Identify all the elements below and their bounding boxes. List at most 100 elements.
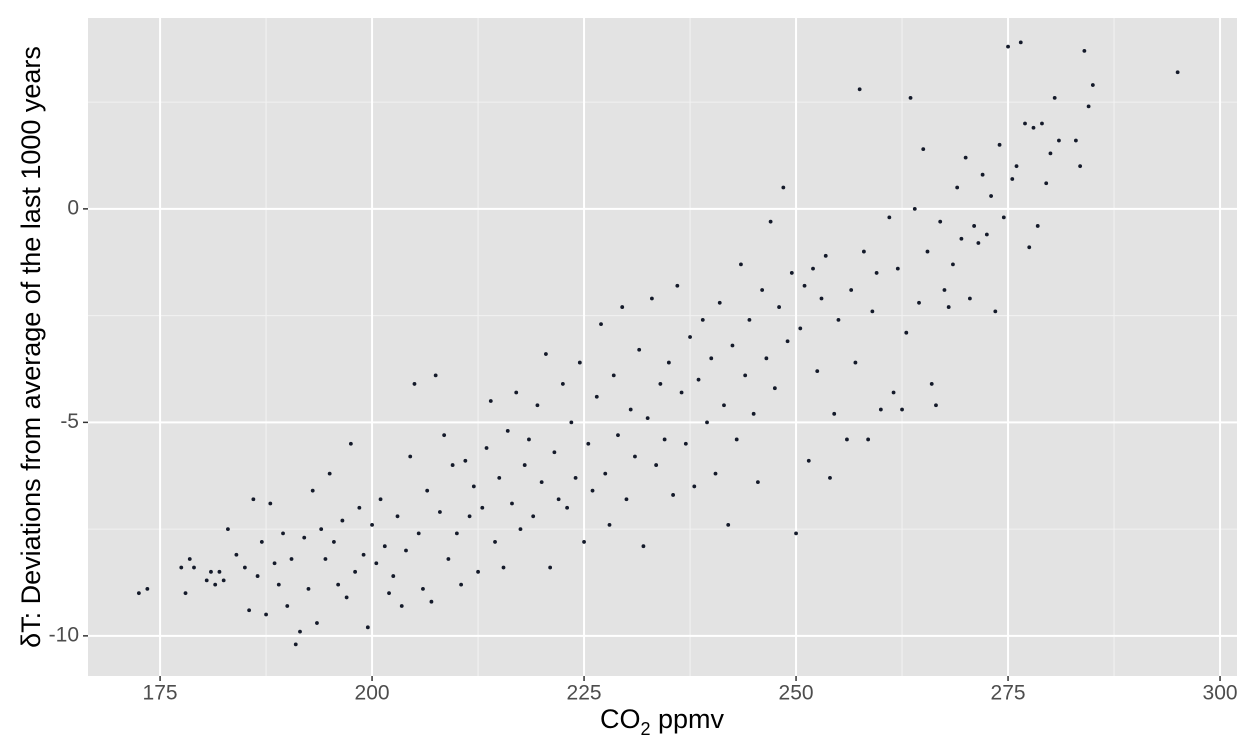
point [832, 411, 837, 416]
point [772, 386, 777, 391]
point [416, 531, 421, 536]
y-tick-label: -5 [60, 410, 79, 433]
x-axis-title: CO2 ppmv [600, 704, 725, 739]
point [251, 497, 256, 502]
point [255, 574, 260, 578]
point [662, 437, 667, 442]
point [505, 429, 510, 433]
point [1023, 121, 1027, 126]
point [268, 501, 273, 506]
point [285, 604, 290, 608]
point [641, 544, 646, 549]
point [823, 253, 828, 258]
point [421, 586, 425, 591]
point [929, 382, 934, 386]
point [395, 514, 400, 519]
point [446, 557, 451, 561]
point [510, 501, 514, 506]
point [319, 527, 324, 532]
point [798, 326, 803, 331]
point [836, 317, 841, 322]
point [552, 450, 557, 455]
point [136, 591, 141, 596]
point [293, 642, 298, 647]
point [221, 578, 226, 583]
point [1014, 164, 1019, 169]
point [607, 522, 612, 527]
point [590, 488, 595, 493]
point [857, 87, 862, 92]
point [374, 561, 379, 566]
point [921, 147, 926, 151]
point [556, 497, 561, 502]
x-title-subscript: 2 [640, 719, 650, 739]
point [183, 591, 188, 596]
point [603, 471, 608, 476]
point [802, 283, 807, 288]
point [323, 557, 328, 561]
point [425, 488, 430, 493]
point [755, 480, 760, 485]
point [204, 578, 209, 583]
point [438, 510, 442, 514]
point [242, 565, 247, 570]
point [391, 574, 396, 578]
point [637, 347, 642, 352]
point [895, 266, 900, 271]
point [696, 377, 701, 382]
point [777, 305, 781, 309]
point [713, 471, 718, 476]
point [357, 505, 362, 510]
point [870, 309, 875, 314]
point [739, 262, 743, 267]
point [484, 446, 489, 450]
points [136, 40, 1180, 647]
point [387, 591, 391, 596]
point [281, 531, 285, 536]
point [264, 612, 268, 617]
point [467, 514, 472, 519]
point [497, 475, 502, 480]
point [1090, 83, 1095, 87]
point [404, 548, 408, 553]
point [861, 249, 866, 254]
point [145, 586, 150, 591]
point [789, 271, 794, 275]
point [1001, 215, 1006, 220]
point [946, 305, 951, 309]
point [459, 582, 464, 587]
point [382, 544, 387, 549]
point [187, 557, 192, 561]
point [272, 561, 277, 566]
point [730, 343, 735, 348]
point [709, 356, 714, 361]
point [679, 390, 684, 395]
ticks: 175 200 225 250 275 300 -10 -5 0 [49, 196, 1238, 704]
point [565, 505, 570, 510]
point [560, 382, 565, 386]
point [955, 185, 960, 190]
y-tick-label: 0 [67, 196, 79, 219]
x-title-part: CO [600, 704, 641, 734]
point [1035, 224, 1040, 228]
point [726, 522, 731, 527]
point [980, 172, 985, 177]
point [666, 360, 671, 365]
point [912, 206, 917, 211]
point [433, 373, 438, 378]
plot-panel [88, 18, 1237, 676]
point [298, 629, 302, 634]
point [1057, 138, 1061, 143]
x-tick-label: 175 [143, 682, 178, 705]
point [1078, 164, 1083, 169]
point [1048, 151, 1053, 156]
point [628, 407, 633, 412]
point [527, 437, 531, 442]
point [616, 433, 620, 438]
point [353, 569, 358, 574]
point [365, 625, 370, 630]
point [692, 484, 697, 489]
point [951, 262, 955, 267]
point [344, 595, 349, 600]
point [925, 249, 930, 254]
